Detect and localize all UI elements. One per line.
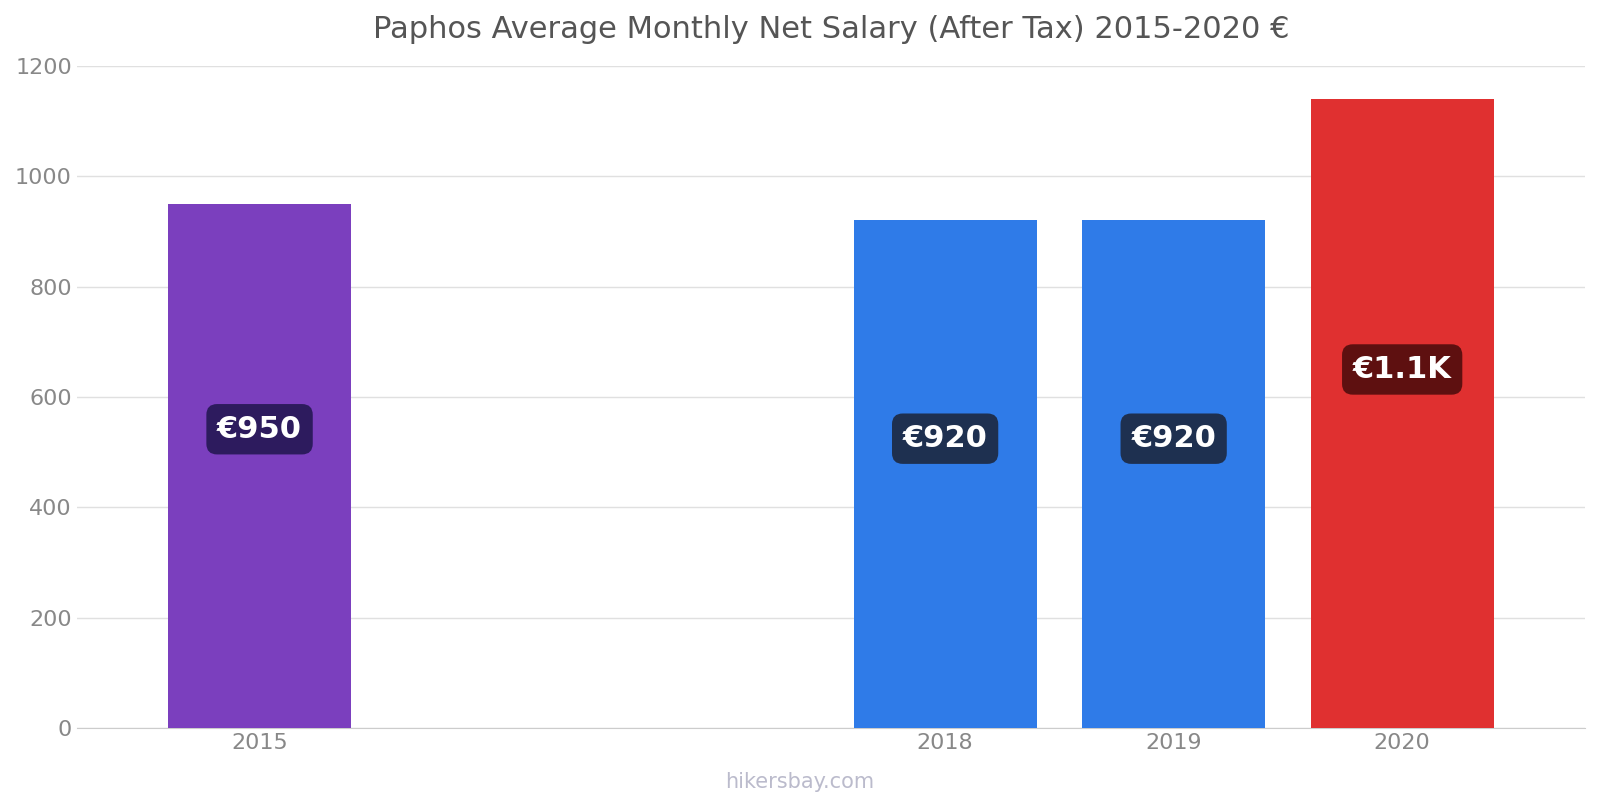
Bar xyxy=(1310,99,1493,728)
Text: €920: €920 xyxy=(1131,424,1216,453)
Text: €920: €920 xyxy=(902,424,987,453)
Text: hikersbay.com: hikersbay.com xyxy=(725,772,875,792)
Text: €1.1K: €1.1K xyxy=(1352,355,1451,384)
Text: €950: €950 xyxy=(218,414,302,444)
Bar xyxy=(1082,220,1266,728)
Bar xyxy=(854,220,1037,728)
Title: Paphos Average Monthly Net Salary (After Tax) 2015-2020 €: Paphos Average Monthly Net Salary (After… xyxy=(373,15,1290,44)
Bar xyxy=(168,204,350,728)
